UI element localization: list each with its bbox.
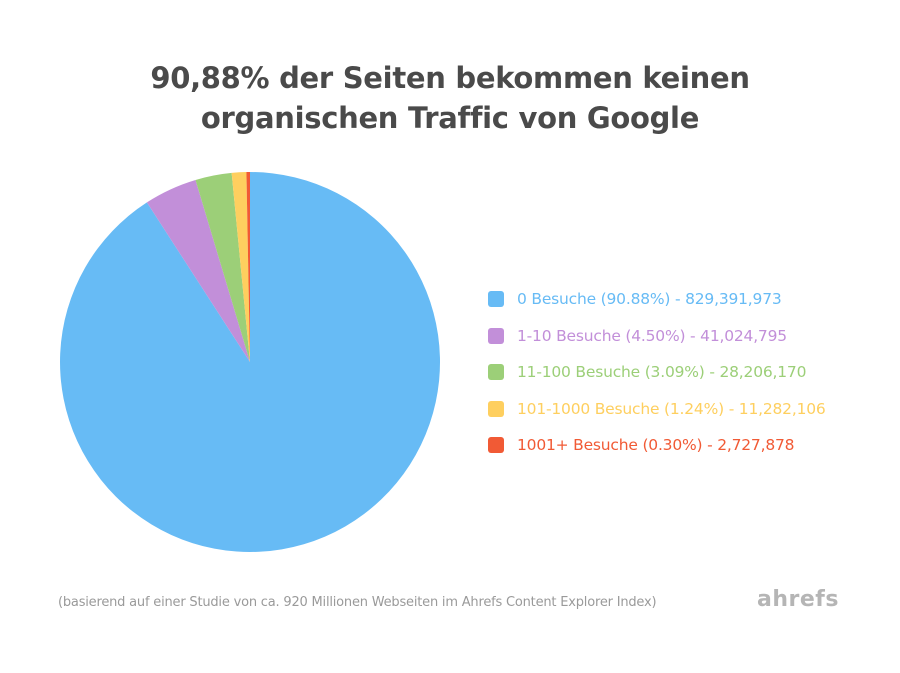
footnote: (basierend auf einer Studie von ca. 920 … bbox=[58, 595, 657, 610]
legend-swatch bbox=[488, 437, 504, 454]
chart-title: 90,88% der Seiten bekommen keinen organi… bbox=[0, 58, 900, 138]
legend-item-3: 101-1000 Besuche (1.24%) - 11,282,106 bbox=[488, 391, 826, 428]
brand-logo: ahrefs bbox=[757, 587, 839, 612]
legend-item-4: 1001+ Besuche (0.30%) - 2,727,878 bbox=[488, 427, 826, 464]
legend-label: 0 Besuche (90.88%) - 829,391,973 bbox=[517, 290, 782, 309]
legend-label: 1-10 Besuche (4.50%) - 41,024,795 bbox=[517, 326, 787, 345]
legend-item-2: 11-100 Besuche (3.09%) - 28,206,170 bbox=[488, 354, 826, 391]
legend-swatch bbox=[488, 291, 504, 308]
chart-title-line-2: organischen Traffic von Google bbox=[200, 101, 700, 135]
legend-swatch bbox=[488, 327, 504, 344]
pie-slice-4 bbox=[246, 171, 250, 362]
pie-slice-3 bbox=[231, 172, 250, 362]
legend-swatch bbox=[488, 364, 504, 381]
legend-label: 11-100 Besuche (3.09%) - 28,206,170 bbox=[517, 363, 807, 382]
pie-slice-0 bbox=[60, 172, 441, 552]
legend-item-0: 0 Besuche (90.88%) - 829,391,973 bbox=[488, 281, 826, 318]
legend-swatch bbox=[488, 400, 504, 417]
legend-item-1: 1-10 Besuche (4.50%) - 41,024,795 bbox=[488, 318, 826, 355]
legend-label: 101-1000 Besuche (1.24%) - 11,282,106 bbox=[517, 399, 826, 418]
legend: 0 Besuche (90.88%) - 829,391,973 1-10 Bes… bbox=[488, 281, 826, 464]
pie-slice-1 bbox=[146, 179, 250, 362]
chart-title-line-1: 90,88% der Seiten bekommen keinen bbox=[150, 61, 750, 95]
pie-slice-2 bbox=[195, 172, 250, 362]
legend-label: 1001+ Besuche (0.30%) - 2,727,878 bbox=[517, 436, 795, 455]
